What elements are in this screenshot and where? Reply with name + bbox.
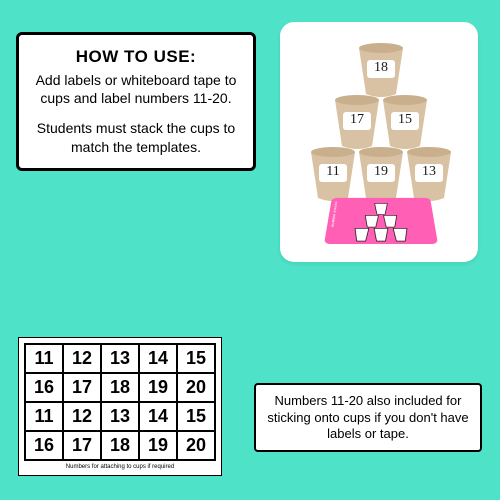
number-cell: 11 <box>25 344 63 373</box>
note-text: Numbers 11-20 also included for sticking… <box>267 393 468 441</box>
number-cell: 14 <box>139 344 177 373</box>
number-cell: 19 <box>139 431 177 460</box>
number-cell: 12 <box>63 344 101 373</box>
cup-number: 19 <box>358 164 404 180</box>
number-cell: 19 <box>139 373 177 402</box>
number-cell: 11 <box>25 402 63 431</box>
number-cell: 18 <box>101 373 139 402</box>
cup: 13 <box>406 146 452 202</box>
number-sheet: 1112131415161718192011121314151617181920… <box>18 337 222 476</box>
number-table: 1112131415161718192011121314151617181920 <box>24 343 216 461</box>
note-box: Numbers 11-20 also included for sticking… <box>254 383 482 452</box>
number-cell: 17 <box>63 431 101 460</box>
cup-number: 17 <box>334 112 380 128</box>
cup-number: 18 <box>358 60 404 76</box>
mini-cup-icon <box>352 227 370 242</box>
cup: 11 <box>310 146 356 202</box>
number-cell: 20 <box>177 373 215 402</box>
instructions-para-2: Students must stack the cups to match th… <box>29 119 243 155</box>
instructions-para-1: Add labels or whiteboard tape to cups an… <box>29 71 243 107</box>
cup-number: 11 <box>310 164 356 180</box>
number-cell: 15 <box>177 402 215 431</box>
table-row: 1617181920 <box>25 373 215 402</box>
instructions-title: HOW TO USE: <box>29 47 243 67</box>
number-cell: 12 <box>63 402 101 431</box>
number-cell: 16 <box>25 373 63 402</box>
number-cell: 16 <box>25 431 63 460</box>
table-row: 1112131415 <box>25 344 215 373</box>
cup-number: 15 <box>382 112 428 128</box>
number-cell: 18 <box>101 431 139 460</box>
number-cell: 20 <box>177 431 215 460</box>
mini-cup-icon <box>391 227 409 242</box>
number-cell: 14 <box>139 402 177 431</box>
sheet-caption: Numbers for attaching to cups if require… <box>24 464 216 470</box>
number-cell: 13 <box>101 344 139 373</box>
cup: 18 <box>358 42 404 98</box>
mini-cup-icon <box>372 227 390 242</box>
cup: 17 <box>334 94 380 150</box>
number-cell: 13 <box>101 402 139 431</box>
cup-number: 13 <box>406 164 452 180</box>
cup: 19 <box>358 146 404 202</box>
table-row: 1112131415 <box>25 402 215 431</box>
number-cell: 17 <box>63 373 101 402</box>
demo-photo: 18 17 15 11 19 13 <box>280 22 478 262</box>
table-row: 1617181920 <box>25 431 215 460</box>
cup: 15 <box>382 94 428 150</box>
template-card: NUMBER STACKS <box>324 198 438 244</box>
card-label: NUMBER STACKS <box>330 201 338 226</box>
number-cell: 15 <box>177 344 215 373</box>
instructions-box: HOW TO USE: Add labels or whiteboard tap… <box>16 32 256 171</box>
